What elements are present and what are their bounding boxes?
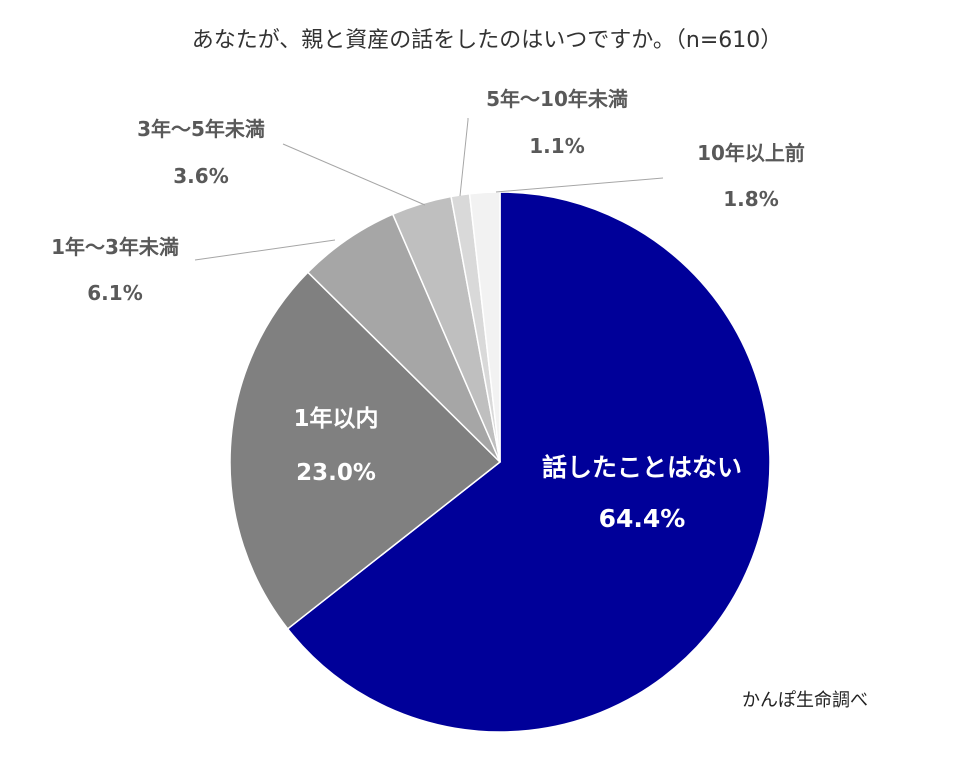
pie-slice	[286, 191, 771, 733]
slice-label: 3年～5年未満	[137, 117, 265, 141]
chart-title: あなたが、親と資産の話をしたのはいつですか。（n=610）	[191, 28, 783, 53]
slice-label: 1年～3年未満	[51, 235, 179, 259]
slice-label: 1年以内	[293, 405, 378, 432]
slice-value-label: 23.0%	[296, 460, 376, 486]
slice-label: 5年～10年未満	[486, 87, 628, 111]
leader-line	[495, 177, 664, 193]
slice-value-label: 64.4%	[599, 504, 686, 533]
slice-label: 10年以上前	[697, 141, 805, 165]
leader-line	[282, 143, 426, 206]
slice-value-label: 6.1%	[87, 281, 142, 305]
leader-line	[459, 118, 469, 197]
slice-value-label: 1.8%	[723, 187, 778, 211]
source-note: かんぽ生命調べ	[742, 690, 868, 711]
slice-value-label: 3.6%	[173, 164, 228, 188]
slice-value-label: 1.1%	[529, 134, 584, 158]
pie-slice	[229, 271, 502, 630]
slice-label: 話したことはない	[542, 453, 742, 482]
leader-line	[194, 239, 336, 261]
